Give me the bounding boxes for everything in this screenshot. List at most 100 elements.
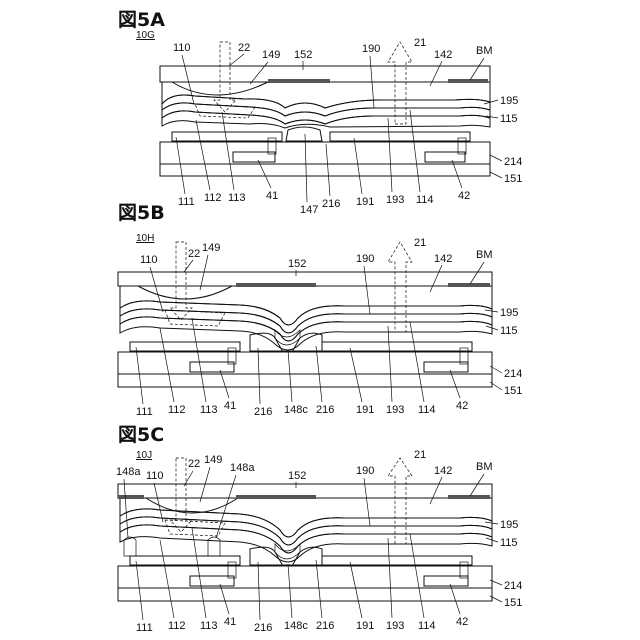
figure-title: 図5C (118, 424, 164, 446)
label-41: 41 (224, 400, 236, 412)
label-115: 115 (500, 113, 518, 125)
black-matrix (268, 79, 330, 83)
electrode-111 (130, 556, 240, 565)
insulating-layer-214 (160, 142, 490, 164)
electrode-113-193 (162, 103, 490, 124)
label-195: 195 (500, 519, 518, 531)
figure-5a: 図5A 10G (118, 9, 522, 216)
label-191: 191 (356, 196, 374, 208)
pixel-circuit-42 (425, 152, 465, 162)
label-112: 112 (168, 404, 186, 416)
figure-sublabel: 10J (136, 450, 152, 461)
label-142: 142 (434, 253, 452, 265)
region-110 (165, 310, 225, 326)
label-216: 216 (254, 406, 272, 418)
partition-148a (208, 537, 220, 556)
insulating-layer-214 (118, 352, 492, 374)
light-arrow-21 (388, 242, 412, 332)
label-111: 111 (136, 406, 153, 418)
light-arrow-21 (388, 42, 412, 124)
label-22: 22 (238, 42, 250, 54)
pixel-circuit-41 (190, 576, 234, 586)
label-110: 110 (146, 470, 164, 482)
insulating-layer-214 (118, 566, 492, 588)
label-148c: 148c (284, 404, 308, 416)
label-group: 22 149 21 110 152 190 142 BM 195 115 214… (136, 237, 522, 418)
substrate-151 (118, 374, 492, 387)
label-190: 190 (356, 253, 374, 265)
label-115: 115 (500, 325, 518, 337)
label-152: 152 (294, 49, 312, 61)
label-115: 115 (500, 537, 518, 549)
figure-sublabel: 10G (136, 30, 155, 41)
label-114: 114 (418, 620, 436, 632)
pixel-circuit-41 (190, 362, 234, 372)
label-42: 42 (456, 616, 468, 628)
figure-title: 図5B (118, 202, 165, 224)
substrate-151 (160, 164, 490, 176)
label-114: 114 (418, 404, 436, 416)
black-matrix (236, 283, 316, 287)
label-214: 214 (504, 580, 522, 592)
label-114: 114 (416, 194, 434, 206)
label-111: 111 (178, 196, 195, 208)
black-matrix (448, 283, 490, 287)
label-42: 42 (458, 190, 470, 202)
label-152: 152 (288, 470, 306, 482)
label-112: 112 (168, 620, 186, 632)
label-195: 195 (500, 307, 518, 319)
lens-149 (146, 498, 238, 513)
label-190: 190 (362, 43, 380, 55)
label-112: 112 (204, 192, 222, 204)
label-190: 190 (356, 465, 374, 477)
label-113: 113 (200, 404, 218, 416)
label-22: 22 (188, 248, 200, 260)
figure-sublabel: 10H (136, 233, 154, 244)
label-191: 191 (356, 404, 374, 416)
electrode-111 (130, 342, 240, 351)
label-113: 113 (200, 620, 218, 632)
light-arrow-21 (388, 458, 412, 544)
label-214: 214 (504, 368, 522, 380)
label-110: 110 (140, 254, 158, 266)
pixel-circuit-42 (424, 576, 468, 586)
label-142: 142 (434, 465, 452, 477)
label-21: 21 (414, 37, 426, 49)
figure-5c: 図5C 10J 22 149 148a 148a 110 (116, 424, 522, 634)
label-149: 149 (262, 49, 280, 61)
pixel-circuit-42 (424, 362, 468, 372)
black-matrix (236, 495, 316, 499)
partition-148c (275, 330, 300, 345)
label-148c: 148c (284, 620, 308, 632)
label-216: 216 (316, 620, 334, 632)
label-group: 22 149 148a 148a 110 152 190 21 142 BM 1… (116, 449, 522, 634)
label-151: 151 (504, 385, 522, 397)
label-193: 193 (386, 620, 404, 632)
label-41: 41 (266, 190, 278, 202)
label-147: 147 (300, 204, 318, 216)
electrode-191 (322, 342, 472, 351)
label-151: 151 (504, 173, 522, 185)
lens-149 (138, 286, 232, 299)
label-216: 216 (254, 622, 272, 634)
electrode-113-193 (120, 517, 492, 553)
label-42: 42 (456, 400, 468, 412)
label-193: 193 (386, 194, 404, 206)
black-matrix (448, 495, 490, 499)
label-149: 149 (202, 242, 220, 254)
partition-147 (286, 127, 322, 141)
label-21: 21 (414, 449, 426, 461)
label-22: 22 (188, 458, 200, 470)
label-216: 216 (316, 404, 334, 416)
label-149: 149 (204, 454, 222, 466)
label-bm: BM (476, 45, 493, 57)
label-bm: BM (476, 249, 493, 261)
partition-216 (250, 547, 322, 566)
label-214: 214 (504, 156, 522, 168)
label-113: 113 (228, 192, 246, 204)
label-110: 110 (173, 42, 191, 54)
electrode-111 (172, 132, 282, 141)
figure-title: 図5A (118, 9, 165, 31)
black-matrix (118, 495, 144, 499)
